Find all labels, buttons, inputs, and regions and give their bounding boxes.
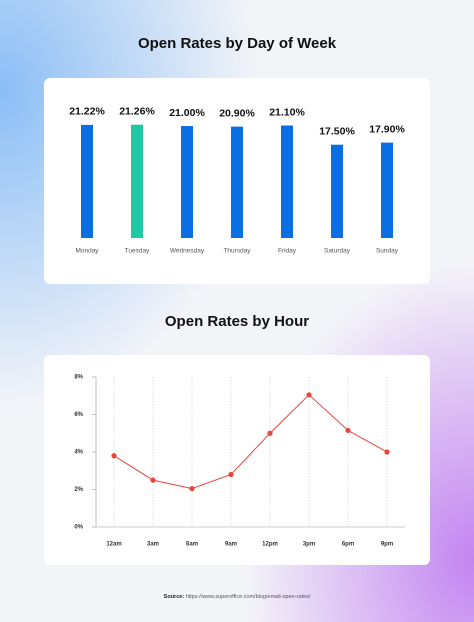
bar xyxy=(331,144,343,238)
y-tick-label: 8% xyxy=(74,375,83,381)
y-tick-label: 2% xyxy=(74,487,83,493)
x-tick-label: 9pm xyxy=(381,542,393,548)
x-tick-label: Tuesday xyxy=(125,248,150,255)
x-tick-label: 3am xyxy=(147,542,159,548)
x-tick-label: 12pm xyxy=(262,542,278,548)
x-tick-label: 6am xyxy=(186,542,198,548)
source-url: https://www.superoffice.com/blog/email-o… xyxy=(186,594,311,600)
x-tick-label: Monday xyxy=(75,248,99,255)
point xyxy=(306,392,312,398)
value-label: 17.90% xyxy=(369,123,405,135)
bar xyxy=(81,124,93,238)
bar xyxy=(231,126,243,238)
x-tick-label: Friday xyxy=(278,248,297,255)
point xyxy=(228,471,234,478)
point xyxy=(384,449,390,455)
card xyxy=(44,355,430,565)
value-label: 21.22% xyxy=(69,106,105,118)
value-label: 17.50% xyxy=(319,126,355,138)
source-label: Source: xyxy=(164,594,185,600)
point xyxy=(111,453,117,459)
value-label: 20.90% xyxy=(219,107,255,119)
value-label: 21.00% xyxy=(169,107,205,119)
bar xyxy=(281,125,293,238)
x-tick-label: 9am xyxy=(225,542,237,548)
x-tick-label: Thursday xyxy=(223,248,251,255)
point xyxy=(345,427,351,434)
value-label: 21.10% xyxy=(269,106,305,118)
x-tick-label: Saturday xyxy=(324,248,351,255)
x-tick-label: Sunday xyxy=(376,248,399,255)
point xyxy=(267,430,273,436)
x-tick-label: 12am xyxy=(106,542,121,548)
value-label: 21.26% xyxy=(119,105,155,117)
line xyxy=(113,394,388,490)
source: Source: https://www.superoffice.com/blog… xyxy=(164,594,311,600)
point xyxy=(189,485,195,492)
y-tick-label: 6% xyxy=(74,412,83,418)
y-tick-label: 0% xyxy=(74,525,83,531)
point xyxy=(150,477,156,483)
chart-title: Open Rates by Hour xyxy=(165,313,309,330)
x-tick-label: 6pm xyxy=(342,542,354,548)
chart-title: Open Rates by Day of Week xyxy=(138,35,337,52)
bar xyxy=(381,142,393,238)
x-tick-label: Wednesday xyxy=(170,248,205,255)
y-tick-label: 4% xyxy=(74,450,83,456)
bar xyxy=(181,126,193,238)
bar xyxy=(131,124,143,238)
x-tick-label: 3pm xyxy=(303,542,315,548)
